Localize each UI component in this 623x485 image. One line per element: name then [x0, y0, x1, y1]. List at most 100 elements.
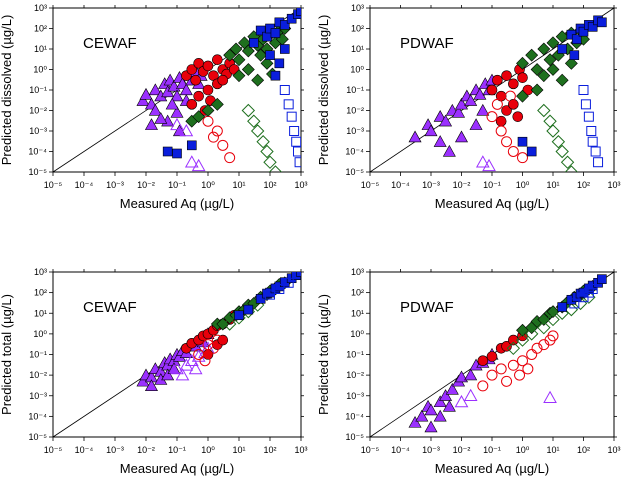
data-point-triangle: [139, 87, 153, 100]
data-point-square: [593, 157, 604, 168]
x-tick-label: 10⁻³: [422, 180, 440, 190]
data-point-triangle: [464, 94, 478, 106]
data-point-diamond: [229, 42, 243, 56]
y-tick-label: 10⁻³: [346, 126, 364, 136]
data-point-diamond: [537, 42, 551, 56]
data-point-circle: [507, 359, 519, 371]
series-triangle-filled: [136, 64, 208, 137]
y-axis-label: Predicted dissolved (µg/L): [316, 15, 331, 166]
y-tick-label: 10⁻³: [29, 126, 47, 136]
x-tick-label: 10³: [607, 445, 620, 455]
chart-panel-4: 10⁻⁵ 10⁻⁴ 10⁻³ 10⁻² 10⁻¹ 10⁰ 10¹ 10² 10³ 10⁻⁵ 10⁻⁴…: [316, 267, 621, 476]
data-point-triangle: [433, 409, 447, 422]
y-axis-label: Predicted total (µg/L): [316, 294, 331, 415]
data-point-square: [234, 310, 244, 321]
data-point-triangle: [439, 389, 453, 401]
panel-label: CEWAF: [83, 35, 137, 52]
x-tick-label: 10⁻⁵: [44, 445, 63, 455]
data-point-triangle: [543, 390, 557, 404]
x-tick-label: 10⁻⁴: [75, 180, 94, 190]
data-point-diamond: [516, 89, 529, 103]
data-point-square: [162, 146, 173, 157]
data-point-circle: [514, 369, 526, 381]
x-tick-label: 10¹: [546, 445, 559, 455]
data-point-triangle: [424, 420, 438, 433]
y-tick-label: 10⁻²: [346, 106, 364, 116]
y-tick-label: 10⁻³: [29, 391, 47, 401]
data-point-diamond: [232, 53, 246, 67]
data-point-square: [283, 277, 294, 288]
series-triangle-open: [475, 155, 496, 172]
y-tick-label: 10⁻⁵: [346, 167, 365, 177]
data-point-diamond: [210, 97, 224, 111]
y-axis-label: Predicted dissolved (µg/L): [0, 15, 14, 166]
data-point-square: [597, 17, 607, 28]
data-point-square: [583, 287, 594, 298]
series-diamond-open: [241, 103, 283, 172]
data-point-triangle: [191, 158, 206, 172]
data-point-diamond: [254, 48, 268, 62]
data-point-circle: [501, 70, 512, 81]
data-point-diamond: [260, 144, 274, 159]
x-tick-label: 10⁻¹: [168, 180, 186, 190]
x-tick-label: 10¹: [546, 180, 559, 190]
y-tick-label: 10⁻⁵: [29, 167, 48, 177]
data-point-triangle: [179, 123, 194, 137]
data-point-triangle: [170, 89, 184, 102]
y-tick-label: 10²: [351, 288, 364, 298]
series-circle-open: [477, 330, 559, 392]
y-tick-label: 10⁰: [350, 329, 364, 339]
y-tick-label: 10¹: [34, 44, 47, 54]
data-point-triangle: [408, 415, 422, 428]
data-point-circle: [190, 74, 201, 86]
data-point-diamond: [192, 110, 206, 124]
x-tick-label: 10⁰: [516, 180, 530, 190]
data-point-square: [270, 70, 281, 81]
x-tick-label: 10⁰: [516, 445, 530, 455]
data-point-diamond: [260, 56, 274, 70]
data-point-circle: [207, 342, 219, 354]
data-point-diamond: [543, 53, 557, 67]
data-point-diamond: [537, 313, 551, 326]
data-point-square: [569, 50, 580, 60]
data-point-circle: [517, 72, 528, 83]
x-tick-label: 10⁰: [201, 180, 215, 190]
y-tick-label: 10¹: [34, 308, 47, 318]
data-point-circle: [508, 78, 519, 90]
data-point-circle: [501, 375, 513, 387]
data-point-triangle: [161, 368, 175, 381]
data-point-diamond: [555, 144, 569, 159]
series-diamond-open: [537, 103, 579, 172]
data-point-triangle: [454, 370, 469, 383]
data-point-circle: [202, 339, 214, 351]
data-point-circle: [492, 74, 503, 86]
data-point-circle: [212, 54, 223, 66]
data-point-square: [274, 58, 285, 69]
data-point-triangle: [454, 97, 469, 110]
data-point-circle: [217, 139, 229, 151]
x-tick-label: 10¹: [232, 180, 245, 190]
panel-label: PDWAF: [400, 35, 454, 52]
x-tick-label: 10²: [577, 180, 590, 190]
data-point-square: [296, 272, 301, 277]
data-point-diamond: [216, 317, 230, 331]
y-tick-label: 10¹: [351, 44, 364, 54]
data-point-square: [569, 298, 580, 309]
data-point-circle: [477, 355, 489, 367]
data-point-square: [597, 274, 607, 284]
x-tick-label: 10⁻⁵: [44, 180, 63, 190]
series-square-open: [569, 283, 598, 309]
data-point-circle: [508, 334, 519, 346]
y-tick-label: 10⁻¹: [29, 85, 47, 95]
series-circle-open: [202, 115, 236, 164]
data-point-triangle: [148, 83, 162, 96]
series-triangle-open: [170, 117, 206, 172]
data-point-diamond: [537, 320, 551, 335]
data-point-diamond: [555, 73, 569, 87]
data-point-diamond: [537, 103, 551, 118]
chart-panel-1: 10⁻⁵ 10⁻⁴ 10⁻³ 10⁻² 10⁻¹ 10⁰ 10¹ 10² 10³ 10⁻⁵ 10⁻⁴…: [0, 3, 308, 211]
y-tick-label: 10¹: [351, 308, 364, 318]
data-point-square: [279, 44, 290, 54]
data-point-square: [580, 99, 591, 110]
